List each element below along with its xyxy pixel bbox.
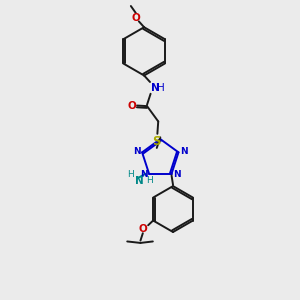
Text: H: H <box>146 176 152 185</box>
Text: N: N <box>151 83 159 93</box>
Text: H: H <box>128 170 134 179</box>
Text: S: S <box>152 135 161 148</box>
Text: H: H <box>157 83 165 93</box>
Text: O: O <box>139 224 147 234</box>
Text: N: N <box>173 170 181 179</box>
Text: N: N <box>135 176 143 186</box>
Text: N: N <box>133 147 141 156</box>
Text: O: O <box>128 100 136 110</box>
Text: N: N <box>140 170 148 179</box>
Text: O: O <box>131 13 140 23</box>
Text: N: N <box>180 147 188 156</box>
